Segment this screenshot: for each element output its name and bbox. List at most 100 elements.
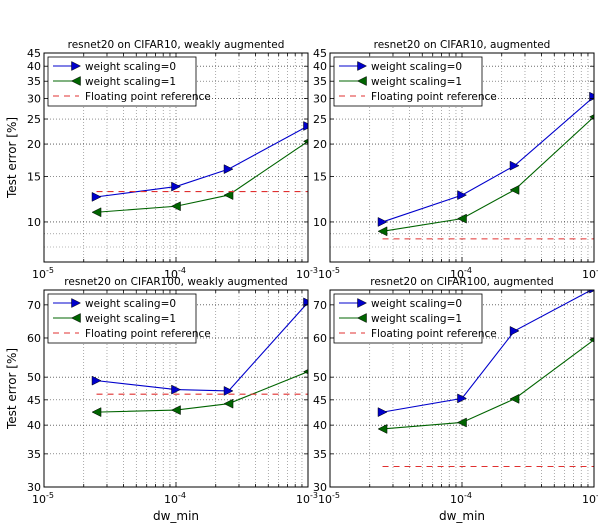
- y-tick-label: 40: [313, 60, 327, 73]
- legend-label: weight scaling=1: [371, 76, 462, 88]
- x-tick-label: 10-3: [582, 491, 598, 506]
- x-axis-label: dw_min: [439, 509, 485, 523]
- y-axis-label: Test error [%]: [5, 348, 19, 430]
- legend-label: weight scaling=1: [85, 313, 176, 325]
- y-tick-label: 60: [313, 332, 327, 345]
- y-tick-label: 40: [27, 419, 41, 432]
- y-axis-label: Test error [%]: [5, 117, 19, 199]
- legend: weight scaling=0 weight scaling=1 Floating…: [333, 56, 497, 107]
- legend-marker: [70, 313, 81, 323]
- data-point: [509, 160, 520, 171]
- data-point: [223, 398, 234, 409]
- y-tick-label: 45: [27, 47, 41, 60]
- series-group: [91, 297, 308, 418]
- data-point: [91, 407, 102, 418]
- y-tick-label: 50: [27, 371, 41, 384]
- series-line-2: [382, 339, 594, 430]
- legend-label: weight scaling=1: [371, 313, 462, 325]
- data-point: [302, 138, 308, 144]
- x-tick-label: 10-4: [450, 491, 472, 506]
- data-point: [377, 217, 388, 227]
- y-tick-label: 30: [313, 481, 327, 494]
- x-axis-label: dw_min: [153, 509, 199, 523]
- x-tick-label: 10-5: [318, 266, 340, 281]
- legend-label: weight scaling=0: [85, 61, 176, 73]
- legend: weight scaling=0 weight scaling=1 Floating…: [47, 293, 211, 344]
- chart-panel-4: 10-5 10-4 10-3 30 35 40 45 50 60 70 resnet20 on CI…: [313, 276, 598, 523]
- series-group: [377, 91, 594, 240]
- y-tick-label: 45: [27, 394, 41, 407]
- y-tick-label: 60: [27, 332, 41, 345]
- data-point: [457, 190, 468, 200]
- data-point: [377, 424, 388, 434]
- legend-marker: [70, 76, 81, 86]
- legend: weight scaling=0 weight scaling=1 Floating…: [333, 293, 497, 344]
- chart-title: resnet20 on CIFAR10, augmented: [374, 39, 551, 51]
- data-point: [91, 207, 102, 218]
- series-line-2: [96, 371, 308, 413]
- legend-label: weight scaling=0: [371, 298, 462, 310]
- legend-label: weight scaling=0: [85, 298, 176, 310]
- data-point: [509, 326, 520, 336]
- series-line-1: [96, 302, 308, 392]
- y-tick-label: 25: [27, 113, 41, 126]
- data-point: [91, 191, 102, 202]
- y-tick-label: 50: [313, 371, 327, 384]
- legend: weight scaling=0 weight scaling=1 Floating…: [47, 56, 211, 107]
- legend-marker: [357, 298, 368, 308]
- y-tick-label: 20: [27, 138, 41, 151]
- legend-marker: [356, 76, 367, 86]
- series-group: [91, 121, 308, 218]
- y-tick-label: 30: [313, 93, 327, 106]
- data-point: [171, 181, 182, 192]
- y-tick-label: 40: [313, 419, 327, 432]
- series-line-2: [382, 116, 594, 232]
- y-tick-label: 35: [27, 448, 41, 461]
- data-point: [377, 407, 388, 418]
- series-line-1: [382, 96, 594, 223]
- x-tick-label: 10-3: [296, 266, 318, 281]
- series-line-2: [96, 140, 308, 213]
- x-tick-label: 10-3: [582, 266, 598, 281]
- data-point: [456, 417, 467, 428]
- y-tick-label: 45: [313, 47, 327, 60]
- y-tick-label: 45: [313, 394, 327, 407]
- data-point: [509, 393, 520, 404]
- data-point: [91, 375, 102, 386]
- x-tick-label: 10-3: [296, 491, 318, 506]
- data-point: [589, 290, 594, 294]
- data-point: [457, 393, 468, 404]
- data-point: [302, 369, 308, 375]
- legend-marker: [71, 61, 82, 71]
- data-point: [377, 226, 388, 237]
- series-line-1: [96, 125, 308, 198]
- y-tick-label: 35: [313, 75, 327, 88]
- data-point: [588, 114, 594, 120]
- y-tick-label: 40: [27, 60, 41, 73]
- y-tick-label: 15: [313, 170, 327, 183]
- legend-label: Floating point reference: [85, 91, 211, 103]
- chart-panel-3: 10-5 10-4 10-3 30 35 40 45 50 60 70 resnet20 on CI…: [5, 276, 318, 523]
- legend-marker: [357, 61, 368, 71]
- data-point: [223, 164, 234, 175]
- y-tick-label: 35: [27, 75, 41, 88]
- x-tick-label: 10-5: [32, 266, 54, 281]
- x-tick-label: 10-4: [164, 266, 186, 281]
- x-tick-label: 10-5: [32, 491, 54, 506]
- legend-label: weight scaling=1: [85, 76, 176, 88]
- y-tick-label: 70: [27, 299, 41, 312]
- data-point: [171, 384, 182, 395]
- legend-label: weight scaling=0: [371, 61, 462, 73]
- y-tick-label: 20: [313, 138, 327, 151]
- x-tick-label: 10-4: [164, 491, 186, 506]
- data-point: [223, 386, 234, 396]
- y-tick-label: 10: [27, 216, 41, 229]
- data-point: [223, 190, 234, 200]
- y-tick-label: 15: [27, 170, 41, 183]
- y-tick-label: 30: [27, 93, 41, 106]
- y-tick-label: 35: [313, 448, 327, 461]
- series-group: [377, 290, 594, 468]
- legend-label: Floating point reference: [85, 328, 211, 340]
